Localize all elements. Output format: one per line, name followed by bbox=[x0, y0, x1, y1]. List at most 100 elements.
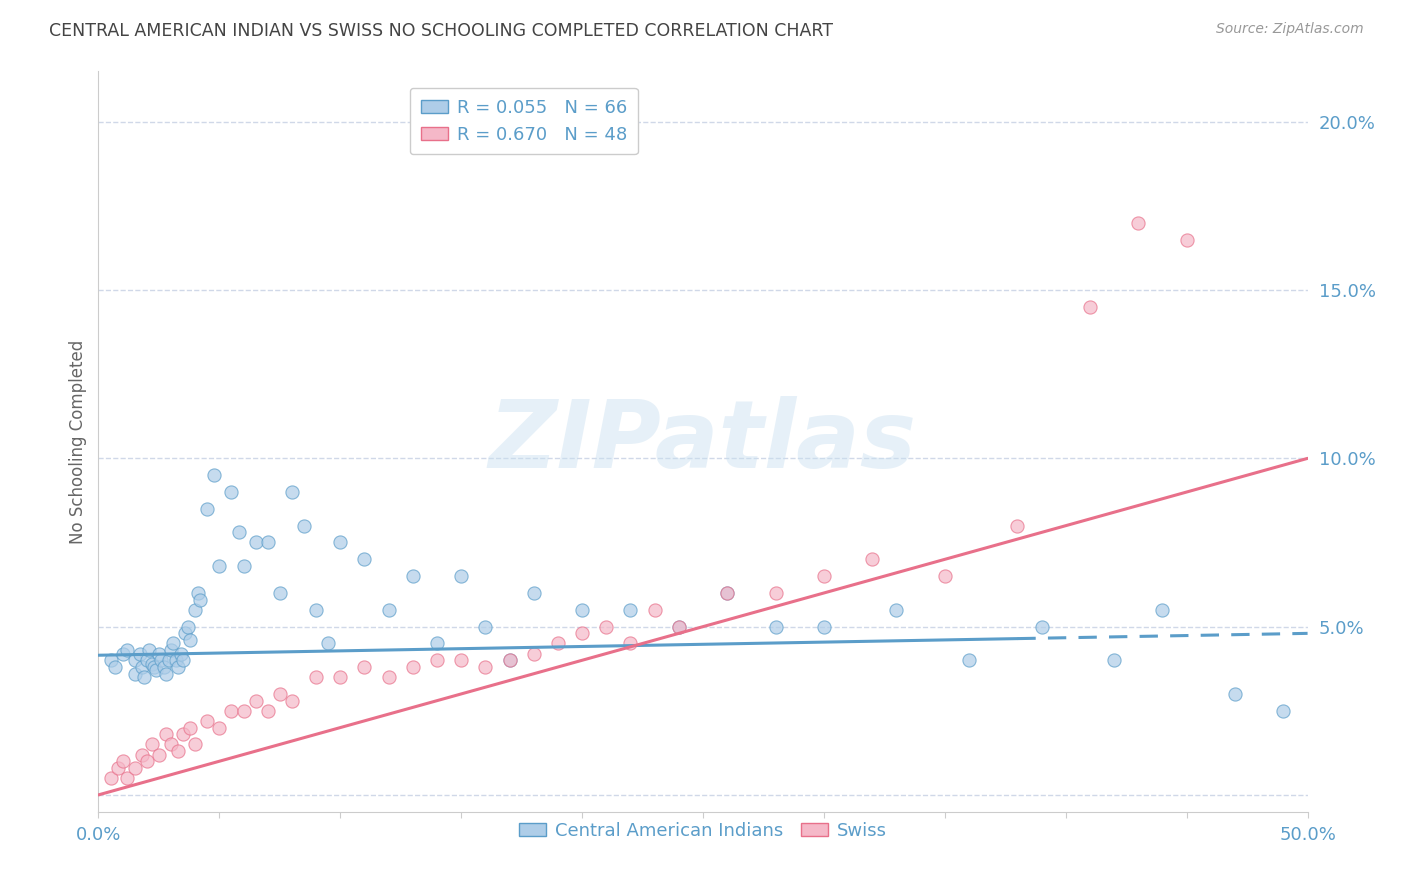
Point bbox=[138, 643, 160, 657]
Point bbox=[167, 660, 190, 674]
Point bbox=[619, 636, 641, 650]
Point bbox=[208, 559, 231, 574]
Point bbox=[619, 603, 641, 617]
Text: Source: ZipAtlas.com: Source: ZipAtlas.com bbox=[1216, 22, 1364, 37]
Point bbox=[716, 586, 738, 600]
Point bbox=[813, 569, 835, 583]
Point bbox=[160, 643, 183, 657]
Point bbox=[281, 485, 304, 500]
Point bbox=[1272, 704, 1295, 718]
Point bbox=[716, 586, 738, 600]
Point bbox=[117, 643, 139, 657]
Point bbox=[305, 670, 328, 684]
Point bbox=[184, 738, 207, 752]
Point bbox=[128, 647, 150, 661]
Point bbox=[498, 653, 520, 667]
Point bbox=[934, 569, 956, 583]
Point bbox=[402, 569, 425, 583]
Point bbox=[474, 660, 496, 674]
Point bbox=[644, 603, 666, 617]
Point bbox=[292, 518, 315, 533]
Point bbox=[547, 636, 569, 650]
Point bbox=[157, 653, 180, 667]
Point bbox=[221, 485, 243, 500]
Point bbox=[765, 586, 787, 600]
Point bbox=[256, 704, 278, 718]
Point bbox=[269, 687, 291, 701]
Point bbox=[131, 660, 153, 674]
Y-axis label: No Schooling Completed: No Schooling Completed bbox=[69, 340, 87, 543]
Point bbox=[204, 468, 226, 483]
Point bbox=[957, 653, 980, 667]
Point bbox=[100, 771, 122, 785]
Point bbox=[245, 535, 267, 549]
Point bbox=[107, 761, 129, 775]
Point bbox=[148, 647, 170, 661]
Point bbox=[100, 653, 122, 667]
Point bbox=[124, 653, 146, 667]
Point bbox=[316, 636, 339, 650]
Point bbox=[177, 619, 200, 633]
Point bbox=[148, 747, 170, 762]
Point bbox=[281, 694, 304, 708]
Point bbox=[179, 633, 201, 648]
Point bbox=[141, 738, 163, 752]
Point bbox=[228, 525, 250, 540]
Point bbox=[1031, 619, 1053, 633]
Point bbox=[188, 592, 211, 607]
Point bbox=[187, 586, 209, 600]
Point bbox=[117, 771, 139, 785]
Point bbox=[169, 647, 191, 661]
Point bbox=[135, 754, 157, 768]
Point bbox=[668, 619, 690, 633]
Point bbox=[184, 603, 207, 617]
Point bbox=[450, 569, 472, 583]
Point bbox=[353, 660, 375, 674]
Point bbox=[232, 559, 254, 574]
Point bbox=[402, 660, 425, 674]
Point bbox=[111, 754, 134, 768]
Point bbox=[141, 657, 163, 671]
Legend: Central American Indians, Swiss: Central American Indians, Swiss bbox=[512, 814, 894, 847]
Point bbox=[165, 653, 187, 667]
Point bbox=[1175, 233, 1198, 247]
Point bbox=[595, 619, 617, 633]
Point bbox=[256, 535, 278, 549]
Point bbox=[377, 603, 399, 617]
Point bbox=[195, 714, 218, 728]
Point bbox=[860, 552, 883, 566]
Point bbox=[377, 670, 399, 684]
Point bbox=[104, 660, 127, 674]
Point bbox=[571, 626, 593, 640]
Point bbox=[305, 603, 328, 617]
Point bbox=[162, 636, 184, 650]
Text: CENTRAL AMERICAN INDIAN VS SWISS NO SCHOOLING COMPLETED CORRELATION CHART: CENTRAL AMERICAN INDIAN VS SWISS NO SCHO… bbox=[49, 22, 834, 40]
Point bbox=[124, 761, 146, 775]
Point bbox=[886, 603, 908, 617]
Point bbox=[498, 653, 520, 667]
Point bbox=[668, 619, 690, 633]
Point bbox=[155, 727, 177, 741]
Point bbox=[143, 660, 166, 674]
Point bbox=[135, 653, 157, 667]
Point bbox=[221, 704, 243, 718]
Point bbox=[134, 670, 156, 684]
Point bbox=[1102, 653, 1125, 667]
Point bbox=[426, 636, 449, 650]
Point bbox=[245, 694, 267, 708]
Point bbox=[571, 603, 593, 617]
Point bbox=[426, 653, 449, 667]
Point bbox=[145, 664, 167, 678]
Point bbox=[523, 586, 546, 600]
Text: ZIPatlas: ZIPatlas bbox=[489, 395, 917, 488]
Point bbox=[195, 501, 218, 516]
Point bbox=[523, 647, 546, 661]
Point bbox=[329, 670, 352, 684]
Point bbox=[111, 647, 134, 661]
Point bbox=[160, 738, 183, 752]
Point bbox=[1128, 216, 1150, 230]
Point bbox=[131, 747, 153, 762]
Point bbox=[1007, 518, 1029, 533]
Point bbox=[329, 535, 352, 549]
Point bbox=[232, 704, 254, 718]
